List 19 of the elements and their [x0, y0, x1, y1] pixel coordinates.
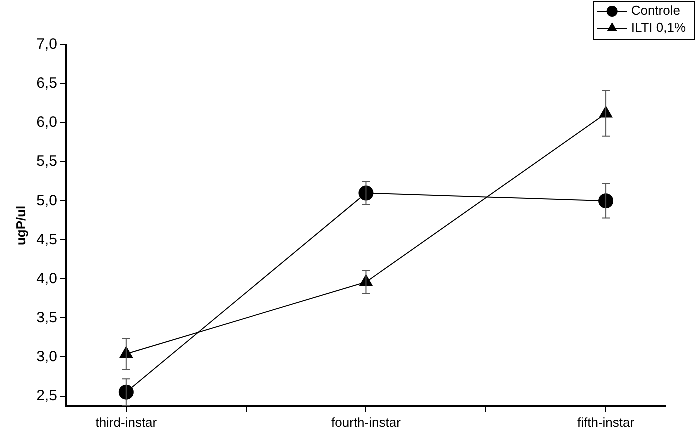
y-tick-label: 5,5: [36, 153, 58, 170]
y-tick-label: 6,5: [36, 75, 58, 92]
y-tick-label: 5,0: [36, 192, 58, 210]
y-tick-label: 4,5: [36, 231, 58, 248]
point: [118, 384, 134, 400]
legend-label: Controle: [631, 3, 680, 18]
y-tick-label: 2,5: [36, 387, 58, 404]
x-tick-label: fourth-instar: [332, 414, 402, 430]
y-tick-label: 6,0: [36, 114, 58, 132]
legend-label: ILTI 0,1%: [631, 20, 686, 36]
x-tick-label: fifth-instar: [578, 414, 636, 430]
point: [598, 194, 614, 209]
y-tick-label: 3,0: [36, 348, 58, 366]
x-tick-label: third-instar: [96, 414, 158, 430]
y-axis-title: ugP/ul: [13, 206, 28, 246]
y-tick-label: 7,0: [36, 36, 58, 54]
y-tick-label: 4,0: [36, 270, 58, 288]
y-tick-label: 3,5: [36, 309, 58, 326]
point: [358, 186, 374, 201]
